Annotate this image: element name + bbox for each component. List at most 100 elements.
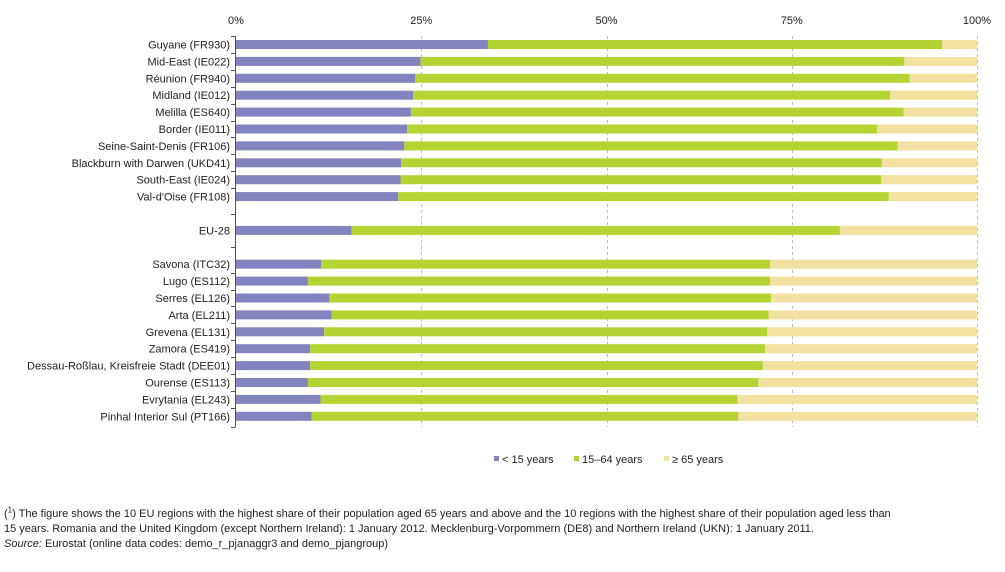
bar-segment (236, 225, 352, 235)
bar-segment (404, 141, 898, 151)
bar-segment (236, 90, 414, 100)
bar-segment (771, 293, 977, 303)
category-label: Pinhal Interior Sul (PT166) (100, 411, 230, 423)
footnote-body: The figure shows the 10 EU regions with … (4, 508, 891, 535)
bar-segment (236, 276, 308, 286)
bar-segment (420, 56, 905, 66)
legend-label: ≥ 65 years (672, 454, 724, 466)
bar-segment (236, 56, 421, 66)
bar-segment (876, 124, 977, 134)
bar-segment (415, 73, 910, 83)
category-label: Midland (IE012) (152, 90, 230, 102)
y-axis (231, 36, 236, 428)
category-label: Melilla (ES640) (155, 107, 230, 119)
bar-segment (310, 344, 766, 354)
bar-segment (320, 394, 738, 404)
bar-segment (413, 90, 891, 100)
bar-segment (398, 192, 889, 202)
bar-segment (904, 56, 977, 66)
footnote-text: (1) The figure shows the 10 EU regions w… (4, 505, 891, 535)
x-axis-ticks: 0% 25% 50% 75% 100% (228, 15, 991, 27)
bar-segment (881, 175, 977, 185)
bar-segment (324, 327, 768, 337)
bar-segment (236, 293, 330, 303)
footnote-mark: 1 (7, 505, 13, 515)
x-tick-label: 50% (595, 15, 617, 27)
category-label: Guyane (FR930) (148, 40, 230, 52)
x-tick-label: 25% (410, 15, 432, 27)
bar-segment (236, 124, 408, 134)
source-text: Eurostat (online data codes: demo_r_pjan… (44, 538, 389, 550)
bar-segment (737, 394, 977, 404)
bar-segment (767, 327, 977, 337)
bar-segment (236, 158, 402, 168)
bars (236, 40, 977, 421)
x-tick-label: 75% (781, 15, 803, 27)
bar-segment (909, 73, 977, 83)
category-label: Border (IE011) (159, 124, 230, 136)
bar-segment (236, 192, 399, 202)
bar-segment (407, 124, 877, 134)
bar-segment (758, 378, 977, 387)
category-label: EU-28 (199, 225, 230, 237)
x-tick-label: 0% (228, 15, 244, 27)
bar-segment (307, 378, 759, 387)
bar-segment (903, 107, 977, 117)
category-label: Arta (EL211) (168, 310, 230, 322)
bar-segment (770, 259, 977, 269)
legend: < 15 years 15–64 years ≥ 65 years (494, 454, 724, 466)
category-label: Mid-East (IE022) (147, 56, 230, 68)
bar-segment (890, 90, 977, 100)
bar-segment (236, 259, 322, 269)
category-label: Val-d'Oise (FR108) (137, 192, 230, 204)
bar-segment (236, 40, 488, 49)
stacked-bar-chart: 0% 25% 50% 75% 100% Guyane (FR930) Mid-East (… (27, 15, 991, 466)
bar-segment (738, 411, 977, 421)
category-label: Grevena (EL131) (146, 327, 230, 339)
bar-segment (311, 411, 739, 421)
legend-swatch (664, 456, 669, 461)
legend-swatch (574, 456, 579, 461)
bar-segment (236, 310, 332, 320)
bar-segment (487, 40, 943, 49)
bar-segment (401, 158, 883, 168)
y-axis-labels: Guyane (FR930) Mid-East (IE022) Réunion (F… (27, 40, 230, 424)
legend-label: < 15 years (502, 454, 554, 466)
legend-swatch (494, 456, 499, 461)
category-label: South-East (IE024) (136, 175, 230, 187)
category-label: Réunion (FR940) (146, 73, 230, 85)
bar-segment (839, 225, 977, 235)
bar-segment (236, 327, 325, 337)
bar-segment (236, 175, 401, 185)
category-label: Dessau-Roßlau, Kreisfreie Stadt (DEE01) (27, 361, 230, 373)
bar-segment (942, 40, 977, 49)
bar-segment (236, 73, 416, 83)
bar-segment (765, 344, 977, 354)
source-line: Source: Eurostat (online data codes: dem… (4, 537, 904, 552)
category-label: Ourense (ES113) (145, 378, 230, 390)
bar-segment (321, 259, 771, 269)
category-label: Savona (ITC32) (152, 259, 230, 271)
category-label: Seine-Saint-Denis (FR106) (98, 141, 230, 153)
bar-segment (236, 107, 411, 117)
bar-segment (351, 225, 840, 235)
bar-segment (236, 141, 405, 151)
bar-segment (768, 310, 977, 320)
source-label: Source: (4, 538, 42, 550)
category-label: Evrytania (EL243) (142, 394, 230, 406)
category-label: Serres (EL126) (155, 293, 230, 305)
bar-segment (882, 158, 977, 168)
x-tick-label: 100% (963, 15, 991, 27)
bar-segment (329, 293, 772, 303)
bar-segment (310, 361, 763, 371)
bar-segment (236, 361, 311, 371)
footnote: (1) The figure shows the 10 EU regions w… (4, 505, 904, 552)
bar-segment (236, 394, 321, 404)
bar-segment (331, 310, 769, 320)
bar-segment (762, 361, 977, 371)
bar-segment (307, 276, 771, 286)
bar-segment (888, 192, 977, 202)
category-label: Lugo (ES112) (163, 276, 230, 288)
bar-segment (770, 276, 977, 286)
bar-segment (236, 411, 312, 421)
